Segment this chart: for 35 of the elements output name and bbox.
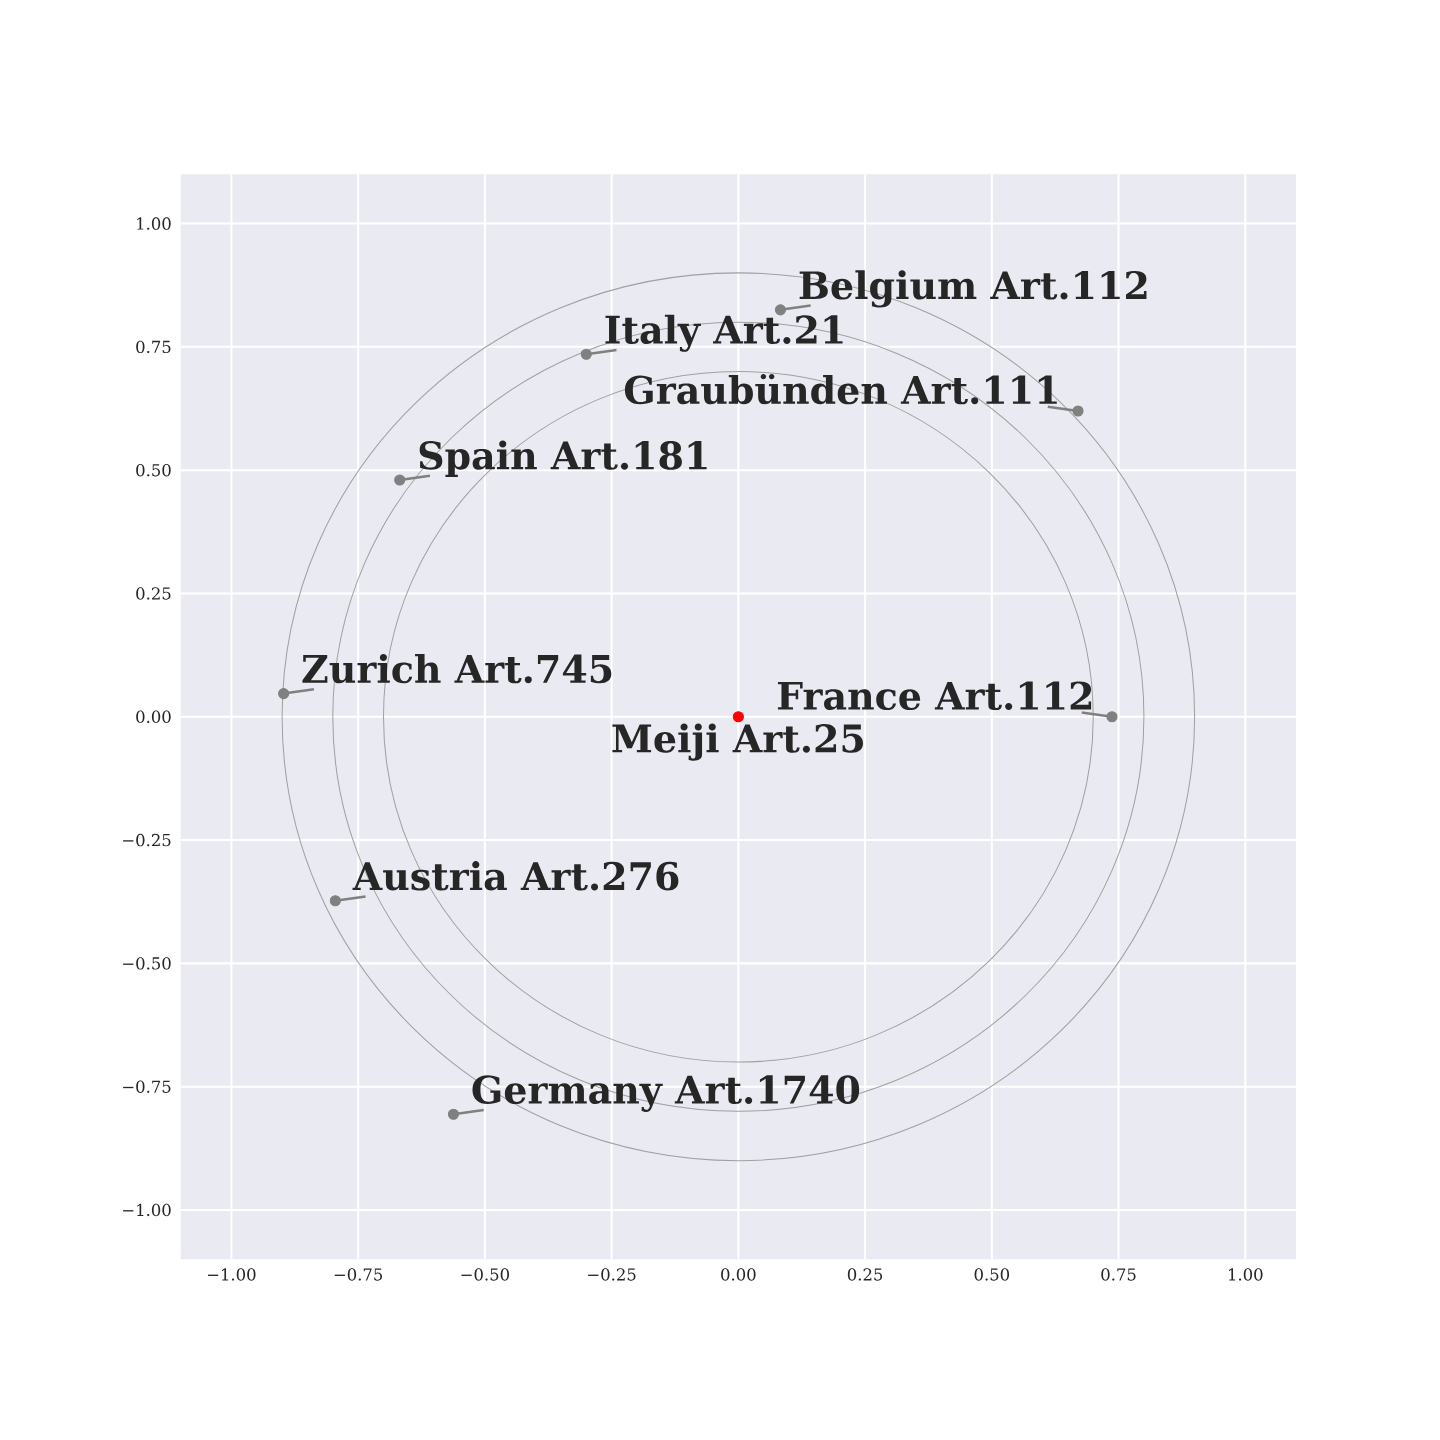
y-tick-label: −0.25 — [123, 833, 171, 847]
point — [329, 895, 341, 907]
x-tick-label: 0.25 — [847, 1268, 883, 1281]
y-tick-label: −1.00 — [123, 1203, 171, 1217]
y-tick-label: 0.75 — [136, 340, 171, 354]
point — [580, 348, 592, 360]
y-tick-label: 0.50 — [136, 463, 171, 477]
point — [1106, 711, 1118, 723]
x-tick-label: 0.50 — [974, 1268, 1010, 1281]
y-tick-label: 1.00 — [137, 217, 171, 230]
annotation: Zurich Art.745 — [302, 653, 612, 684]
x-tick-label: −1.00 — [207, 1268, 256, 1281]
point — [394, 474, 406, 486]
annotation: Austria Art.276 — [352, 861, 679, 891]
annotation: Spain Art.181 — [419, 440, 707, 478]
x-tick-label: 1.00 — [1229, 1268, 1263, 1281]
point — [447, 1108, 460, 1120]
y-tick-label: 0.00 — [136, 710, 171, 723]
annotation: France Art.112 — [777, 681, 1092, 711]
point — [774, 304, 787, 316]
x-tick-label: 0.75 — [1101, 1268, 1136, 1281]
annotation: Germany Art.1740 — [472, 1075, 860, 1112]
y-tick-label: −0.50 — [123, 957, 171, 970]
annotation: Italy Art.21 — [605, 314, 843, 352]
y-tick-label: 0.25 — [136, 587, 171, 600]
y-tick-label: −0.75 — [123, 1080, 171, 1093]
point — [1072, 405, 1084, 417]
x-tick-label: −0.50 — [461, 1268, 509, 1281]
point — [278, 688, 290, 700]
annotation: Belgium Art.112 — [799, 270, 1147, 308]
annotation: Graubünden Art.111 — [624, 373, 1057, 405]
x-tick-label: −0.75 — [334, 1268, 383, 1281]
annotation: Meiji Art.25 — [612, 723, 863, 761]
x-tick-label: 0.00 — [721, 1268, 756, 1281]
x-tick-label: −0.25 — [588, 1268, 636, 1281]
